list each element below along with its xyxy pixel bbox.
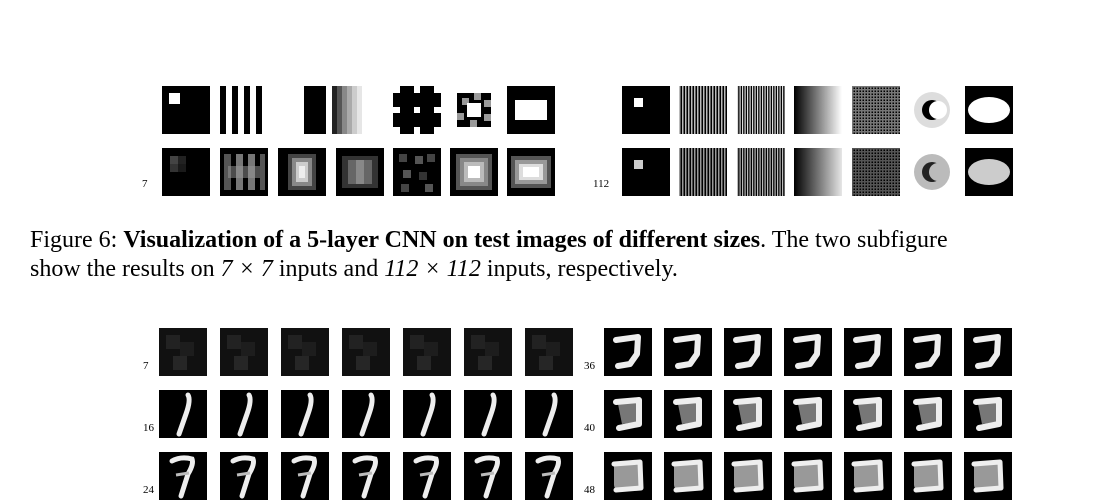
pattern-bracket-shape bbox=[507, 86, 555, 134]
cnn-output-tile bbox=[794, 148, 842, 196]
feature-map-tile bbox=[784, 390, 832, 438]
feature-map-tile bbox=[664, 390, 712, 438]
cnn-output-tile bbox=[679, 148, 727, 196]
pattern-dashed-ring bbox=[450, 86, 498, 134]
feature-map-tile bbox=[220, 452, 268, 500]
row-label: 40 bbox=[584, 422, 595, 434]
feature-map-tile bbox=[844, 390, 892, 438]
feature-map-tile bbox=[464, 328, 512, 376]
row-label: 48 bbox=[584, 484, 595, 496]
feature-map-tile bbox=[281, 452, 329, 500]
row-label: 7 bbox=[142, 178, 148, 190]
cnn-output-tile bbox=[908, 148, 956, 196]
feature-map-tile bbox=[159, 328, 207, 376]
feature-map-tile bbox=[904, 328, 952, 376]
pattern-small-square bbox=[622, 86, 670, 134]
feature-map-tile bbox=[604, 328, 652, 376]
feature-map-tile bbox=[784, 328, 832, 376]
pattern-ellipse bbox=[965, 86, 1013, 134]
feature-map-tile bbox=[964, 390, 1012, 438]
feature-map-tile bbox=[159, 452, 207, 500]
feature-map-tile bbox=[525, 328, 573, 376]
pattern-vertical-stripes bbox=[220, 86, 268, 134]
feature-map-tile bbox=[904, 390, 952, 438]
feature-map-tile bbox=[159, 390, 207, 438]
caption-text: inputs, respectively. bbox=[480, 256, 678, 282]
feature-map-tile bbox=[403, 452, 451, 500]
feature-map-tile bbox=[784, 452, 832, 500]
feature-map-tile bbox=[724, 390, 772, 438]
row-label: 7 bbox=[143, 360, 149, 372]
feature-map-tile bbox=[664, 452, 712, 500]
feature-map-tile bbox=[844, 328, 892, 376]
cnn-output-tile bbox=[507, 148, 555, 196]
feature-map-tile bbox=[604, 452, 652, 500]
feature-map-tile bbox=[403, 390, 451, 438]
feature-map-tile bbox=[342, 452, 390, 500]
feature-map-tile bbox=[403, 328, 451, 376]
feature-map-tile bbox=[220, 328, 268, 376]
cnn-output-tile bbox=[393, 148, 441, 196]
pattern-crescent bbox=[908, 86, 956, 134]
cnn-output-tile bbox=[737, 148, 785, 196]
row-label: 24 bbox=[143, 484, 154, 496]
row-label: 36 bbox=[584, 360, 595, 372]
feature-map-tile bbox=[904, 452, 952, 500]
feature-map-tile bbox=[724, 328, 772, 376]
cnn-output-tile bbox=[450, 148, 498, 196]
row-label: 16 bbox=[143, 422, 154, 434]
feature-map-tile bbox=[664, 328, 712, 376]
caption-math: 112 × 112 bbox=[384, 256, 481, 282]
cnn-output-tile bbox=[220, 148, 268, 196]
feature-map-tile bbox=[220, 390, 268, 438]
cnn-output-tile bbox=[162, 148, 210, 196]
feature-map-tile bbox=[525, 452, 573, 500]
caption-math: 7 × 7 bbox=[220, 256, 273, 282]
cnn-output-tile bbox=[622, 148, 670, 196]
cnn-output-tile bbox=[965, 148, 1013, 196]
feature-map-tile bbox=[464, 452, 512, 500]
caption-text: inputs and bbox=[272, 256, 385, 282]
feature-map-tile bbox=[525, 390, 573, 438]
caption-text: . The two subfigure bbox=[760, 227, 948, 253]
caption-title: Visualization of a 5-layer CNN on test i… bbox=[123, 227, 761, 253]
caption-line-1: Figure 6: Visualization of a 5-layer CNN… bbox=[30, 226, 1117, 255]
feature-map-tile bbox=[342, 390, 390, 438]
feature-map-tile bbox=[964, 452, 1012, 500]
feature-map-tile bbox=[464, 390, 512, 438]
pattern-cross-blocks bbox=[393, 86, 441, 134]
pattern-fine-vertical-stripes bbox=[679, 86, 727, 134]
caption-text: show the results on bbox=[30, 256, 221, 282]
feature-map-tile bbox=[724, 452, 772, 500]
caption-line-2: show the results on 7 × 7 inputs and 112… bbox=[30, 255, 1117, 284]
feature-map-tile bbox=[844, 452, 892, 500]
row-label: 112 bbox=[593, 178, 610, 190]
pattern-gradient-bars bbox=[304, 86, 374, 134]
pattern-horizontal-gradient bbox=[794, 86, 842, 134]
feature-map-tile bbox=[281, 328, 329, 376]
feature-map-tile bbox=[342, 328, 390, 376]
pattern-fine-vertical-stripes bbox=[737, 86, 785, 134]
cnn-output-tile bbox=[278, 148, 326, 196]
feature-map-tile bbox=[604, 390, 652, 438]
feature-map-tile bbox=[964, 328, 1012, 376]
feature-map-tile bbox=[281, 390, 329, 438]
pattern-fine-grid bbox=[852, 86, 900, 134]
cnn-output-tile bbox=[852, 148, 900, 196]
caption-prefix: Figure 6: bbox=[30, 227, 124, 253]
pattern-small-square bbox=[162, 86, 210, 134]
figure-6-caption: Figure 6: Visualization of a 5-layer CNN… bbox=[30, 226, 1117, 284]
cnn-output-tile bbox=[336, 148, 384, 196]
